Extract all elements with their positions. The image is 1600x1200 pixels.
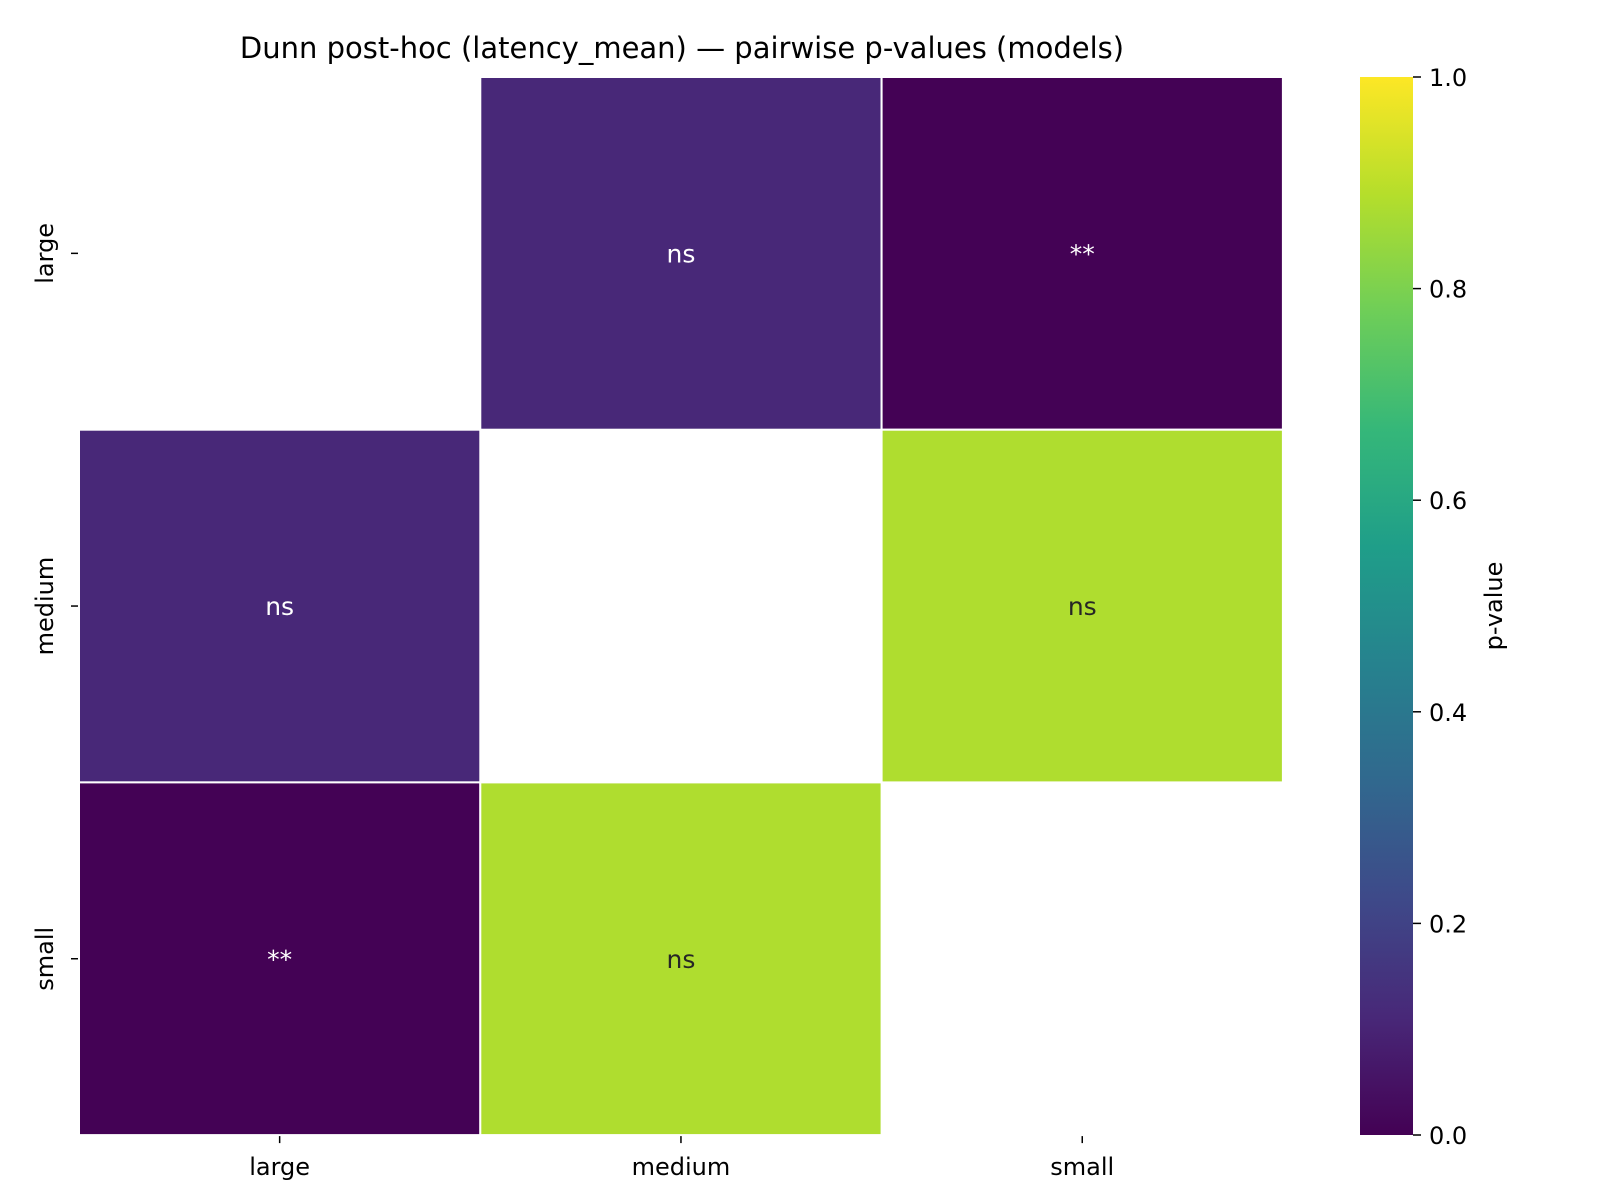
colorbar-tick-label: 0.0 (1429, 1122, 1467, 1150)
y-tick-label: medium (31, 557, 59, 656)
colorbar-label: p-value (1480, 562, 1508, 651)
cell-annotation: ** (267, 945, 292, 974)
heatmap-cell-large-medium (479, 76, 883, 431)
colorbar-ticks: 0.0 0.2 0.4 0.6 0.8 1.0 (1413, 64, 1467, 1150)
cell-annotation: ns (265, 592, 294, 621)
cell-annotation: ** (1070, 239, 1095, 268)
colorbar (1360, 77, 1413, 1135)
colorbar-tick-label: 0.2 (1429, 910, 1467, 938)
heatmap-cells (78, 76, 1284, 1137)
heatmap-cell-medium-large (78, 428, 482, 784)
colorbar-tick-label: 0.4 (1429, 699, 1467, 727)
heatmap-cell-large-small (880, 76, 1284, 431)
colorbar-tick-label: 1.0 (1429, 64, 1467, 92)
cell-annotation: ns (667, 945, 696, 974)
heatmap-cell-medium-small (880, 428, 1284, 784)
cell-annotation: ns (1068, 592, 1097, 621)
x-axis: large medium small (249, 1136, 1114, 1181)
colorbar-tick-label: 0.6 (1429, 487, 1467, 515)
y-tick-label: large (31, 223, 59, 284)
chart-title: Dunn post-hoc (latency_mean) — pairwise … (240, 31, 1124, 65)
heatmap-cell-small-large (78, 781, 482, 1137)
x-tick-label: large (249, 1153, 310, 1181)
x-tick-label: small (1050, 1153, 1114, 1181)
heatmap-cell-small-medium (479, 781, 883, 1137)
y-axis: large medium small (31, 223, 78, 991)
heatmap-annotations: ns ** ns ns ** ns (265, 239, 1096, 973)
cell-annotation: ns (667, 239, 696, 268)
colorbar-tick-label: 0.8 (1429, 276, 1467, 304)
y-tick-label: small (31, 927, 59, 991)
x-tick-label: medium (632, 1153, 731, 1181)
